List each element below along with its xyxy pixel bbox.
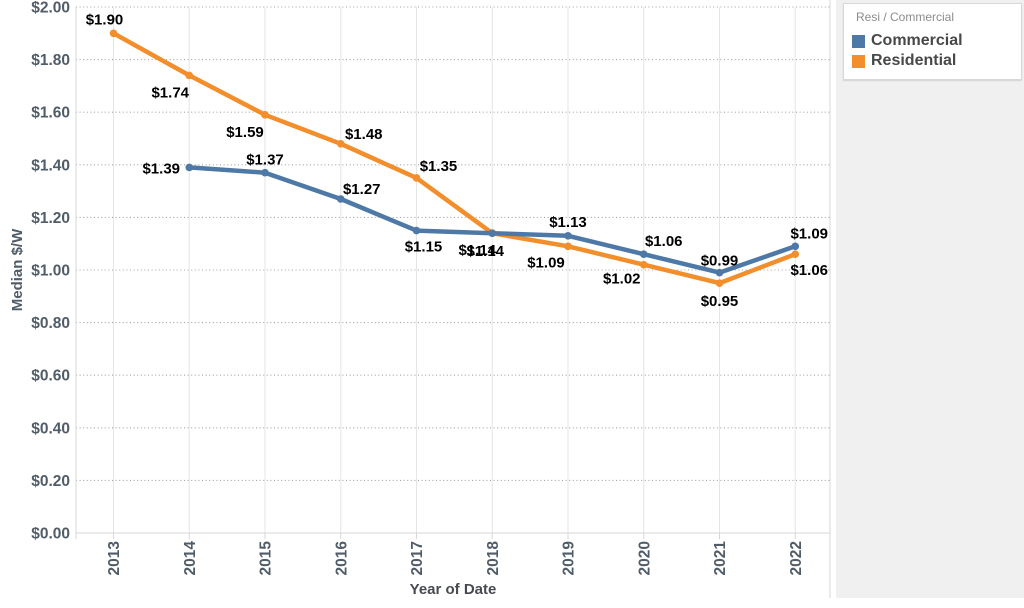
commercial-data-point[interactable] (336, 195, 345, 203)
chart-plot-area: $0.00 $0.20 $0.40 $0.60 $0.80 $1.00 $1.20 $1.40… (9, 0, 831, 598)
residential-data-label: $1.06 (790, 262, 828, 279)
commercial-data-point[interactable] (564, 232, 572, 240)
commercial-data-label: $1.15 (405, 239, 443, 256)
x-axis-tick-label: 2013 (106, 541, 123, 576)
commercial-data-point[interactable] (715, 268, 724, 277)
residential-color-swatch (852, 54, 865, 68)
x-axis-tick-label: 2022 (788, 541, 805, 575)
commercial-data-label: $1.13 (549, 214, 587, 231)
legend-item-label: Commercial (871, 32, 963, 49)
legend-item-commercial[interactable]: Commercial (852, 31, 1013, 51)
y-axis-tick-label: $0.00 (31, 526, 70, 543)
y-axis-tick-label: $1.00 (31, 263, 70, 280)
commercial-data-point[interactable] (412, 226, 421, 235)
residential-data-label: $1.14 (466, 243, 504, 260)
x-axis-tick-label: 2021 (712, 541, 729, 576)
x-axis-tick-label: 2019 (561, 541, 578, 576)
commercial-data-label: $1.06 (645, 233, 683, 250)
x-axis-tick-label: 2017 (409, 541, 426, 575)
legend-item-label: Residential (871, 52, 957, 69)
commercial-color-swatch (852, 34, 865, 48)
y-axis-title: Median $/W (9, 228, 26, 311)
commercial-data-label: $1.27 (343, 181, 381, 198)
residential-data-point[interactable] (109, 29, 118, 38)
residential-data-label: $1.35 (420, 158, 458, 175)
x-axis-tick-label: 2015 (258, 541, 275, 576)
y-axis-tick-label: $0.40 (31, 420, 70, 437)
x-axis-title: Year of Date (410, 581, 497, 598)
residential-data-label: $1.90 (86, 11, 124, 28)
x-axis-tick-label: 2018 (485, 541, 502, 576)
y-axis-tick-label: $1.60 (31, 105, 70, 122)
residential-data-label: $0.95 (701, 293, 739, 310)
median-price-line-chart: $0.00 $0.20 $0.40 $0.60 $0.80 $1.00 $1.20 $1.40… (9, 0, 831, 598)
commercial-data-label: $1.09 (790, 225, 828, 242)
residential-data-point[interactable] (261, 111, 269, 119)
commercial-data-point[interactable] (791, 242, 800, 251)
y-axis-tick-label: $1.80 (31, 52, 70, 69)
commercial-data-point[interactable] (639, 250, 648, 259)
legend-panel: Resi / Commercial Commercial Residential (836, 0, 1024, 598)
y-axis-tick-label: $2.00 (31, 0, 70, 17)
residential-data-point[interactable] (412, 174, 421, 182)
residential-data-label: $1.09 (527, 254, 565, 271)
commercial-data-label: $0.99 (701, 253, 739, 270)
residential-data-point[interactable] (639, 260, 648, 269)
residential-data-point[interactable] (185, 71, 194, 80)
residential-data-point[interactable] (336, 139, 345, 148)
residential-data-point[interactable] (715, 279, 724, 287)
x-axis-tick-label: 2016 (333, 541, 350, 576)
residential-data-label: $1.48 (345, 126, 383, 143)
residential-line[interactable] (111, 31, 798, 286)
y-axis-tick-label: $1.40 (31, 157, 70, 174)
commercial-data-label: $1.39 (142, 160, 180, 177)
commercial-data-label: $1.37 (246, 152, 284, 169)
commercial-data-point[interactable] (185, 163, 194, 172)
legend-title: Resi / Commercial (856, 10, 955, 24)
y-axis-tick-label: $0.20 (31, 473, 70, 490)
commercial-data-point[interactable] (261, 168, 269, 177)
residential-data-label: $1.02 (603, 271, 641, 288)
x-axis-tick-label: 2020 (636, 541, 653, 575)
y-axis-tick-label: $0.80 (31, 315, 70, 332)
residential-data-point[interactable] (564, 242, 572, 251)
commercial-data-label: $1.14 (458, 242, 496, 259)
residential-data-label: $1.59 (226, 124, 264, 141)
residential-data-point[interactable] (791, 250, 800, 259)
y-axis-tick-label: $1.20 (31, 210, 70, 227)
legend-item-residential[interactable]: Residential (852, 51, 1013, 71)
x-axis-tick-label: 2014 (182, 541, 199, 576)
y-axis-tick-label: $0.60 (31, 368, 70, 385)
legend-card: Resi / Commercial Commercial Residential (843, 3, 1022, 80)
residential-data-label: $1.74 (151, 84, 189, 101)
commercial-data-point[interactable] (488, 229, 497, 237)
